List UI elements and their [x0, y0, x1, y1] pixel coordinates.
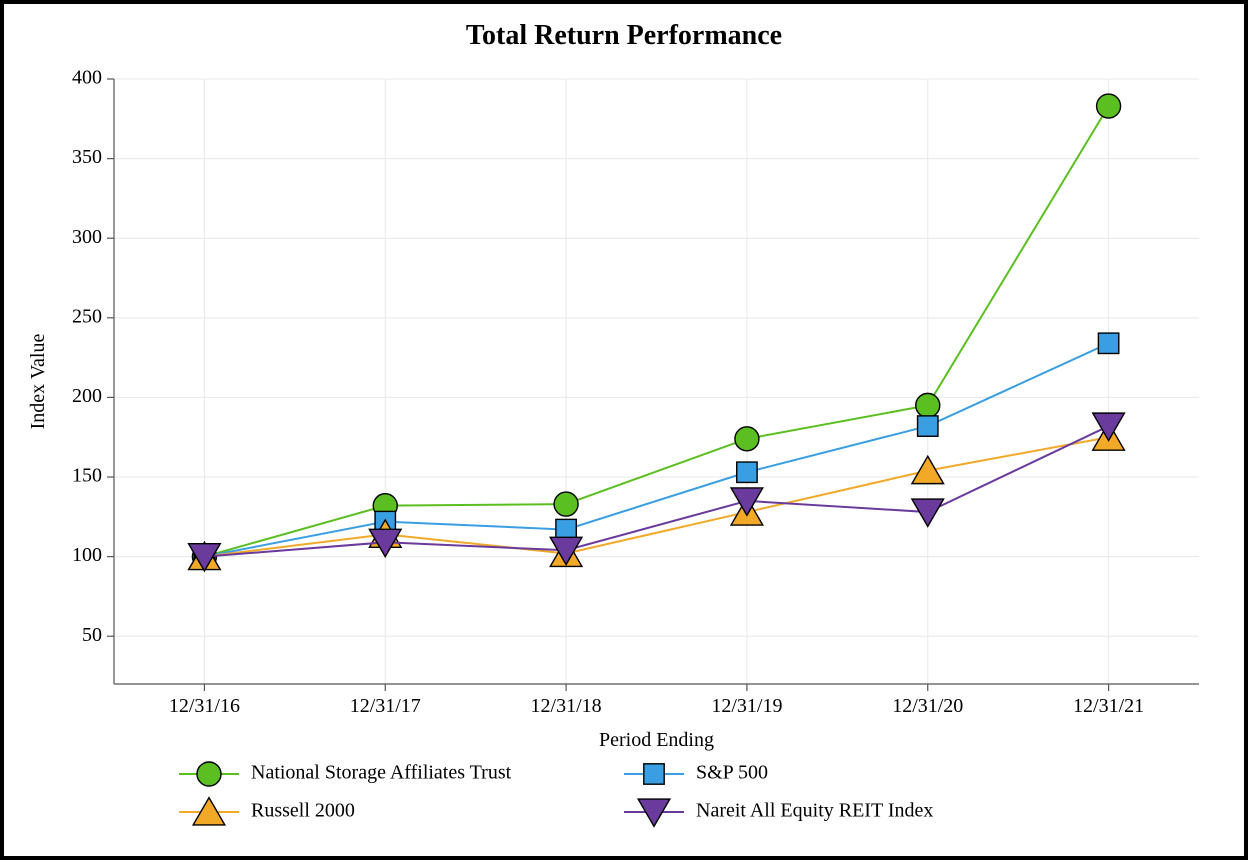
x-tick-label: 12/31/19: [711, 695, 782, 717]
x-tick-label: 12/31/21: [1073, 695, 1144, 717]
x-axis-label: Period Ending: [599, 729, 714, 751]
y-tick-label: 250: [72, 305, 102, 327]
x-tick-label: 12/31/20: [892, 695, 963, 717]
x-tick-label: 12/31/18: [531, 695, 602, 717]
marker-circle: [197, 762, 221, 786]
y-tick-label: 150: [72, 465, 102, 487]
chart-svg: 50 100 150 200 250 300 350 400 12/31/16 12/31/17 1…: [4, 4, 1244, 856]
x-tick-label: 12/31/16: [169, 695, 240, 717]
chart-container: { "chart": { "type": "line", "title": "T…: [0, 0, 1248, 860]
legend: National Storage Affiliates Trust S&P 500…: [179, 762, 933, 827]
legend-label: Nareit All Equity REIT Index: [696, 800, 933, 822]
x-tick-label: 12/31/17: [350, 695, 421, 717]
marker-square: [1098, 333, 1118, 353]
marker-circle: [1097, 94, 1121, 118]
marker-square: [918, 416, 938, 436]
y-tick-label: 350: [72, 146, 102, 168]
y-tick-label: 300: [72, 226, 102, 248]
chart-title: Total Return Performance: [466, 20, 782, 51]
legend-label: Russell 2000: [251, 800, 355, 822]
marker-circle: [735, 427, 759, 451]
y-axis-label: Index Value: [27, 334, 49, 430]
y-tick-label: 200: [72, 385, 102, 407]
y-tick-label: 100: [72, 544, 102, 566]
marker-square: [644, 764, 664, 784]
y-tick-label: 50: [82, 624, 102, 646]
legend-label: National Storage Affiliates Trust: [251, 762, 512, 784]
y-tick-label: 400: [72, 67, 102, 89]
marker-circle: [554, 492, 578, 516]
marker-circle: [916, 393, 940, 417]
legend-label: S&P 500: [696, 762, 768, 784]
marker-square: [737, 462, 757, 482]
